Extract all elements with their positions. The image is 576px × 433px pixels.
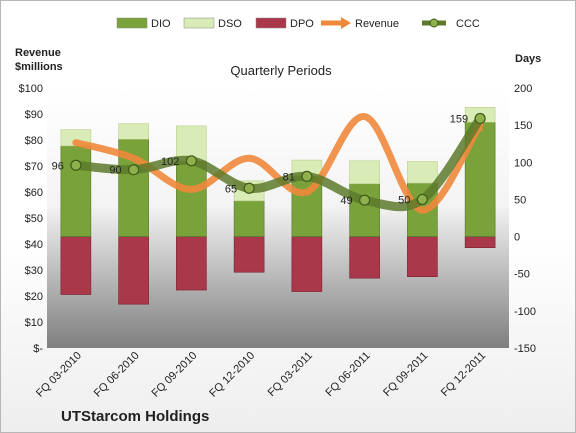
right-tick-label: -150 [514, 343, 536, 355]
plot-area [47, 88, 509, 348]
legend: DIO DSO DPO Revenue CCC [116, 17, 480, 30]
dpo-bar [233, 236, 265, 273]
right-tick-label: -100 [514, 306, 536, 318]
chart-subtitle: Quarterly Periods [230, 63, 332, 78]
left-tick-label: $30 [25, 265, 43, 277]
ccc-data-label: 90 [109, 165, 121, 177]
ccc-data-label: 159 [450, 113, 468, 125]
x-tick-label: FQ 03-2010 [34, 350, 84, 400]
ccc-point [243, 182, 255, 194]
legend-revenue-label: Revenue [355, 18, 399, 30]
ccc-point [185, 155, 197, 167]
left-tick-label: $60 [25, 187, 43, 199]
dio-bar [60, 145, 92, 237]
ccc-point [70, 159, 82, 171]
legend-dio-label: DIO [151, 18, 171, 30]
ccc-point [359, 194, 371, 206]
left-tick-label: $20 [25, 291, 43, 303]
x-tick-label: FQ 06-2011 [323, 350, 372, 399]
left-tick-label: $70 [25, 161, 43, 173]
dso-bar [349, 160, 380, 185]
x-tick-label: FQ 09-2010 [150, 350, 200, 400]
left-axis-label-line2: $millions [15, 61, 63, 73]
x-tick-label: FQ 03-2011 [266, 350, 315, 399]
legend-dso-swatch [183, 17, 215, 29]
ccc-data-label: 102 [161, 156, 179, 168]
legend-revenue-arrow [341, 17, 351, 29]
dpo-bar [60, 236, 92, 295]
left-tick-label: $40 [25, 239, 43, 251]
ccc-data-label: 65 [225, 183, 237, 195]
dpo-bar [464, 236, 496, 249]
ccc-point [128, 164, 140, 176]
dpo-bar [407, 236, 438, 277]
dio-bar [233, 200, 265, 237]
x-tick-label: FQ 12-2010 [207, 350, 257, 400]
left-tick-label: $90 [25, 109, 43, 121]
left-tick-label: $- [33, 343, 43, 355]
legend-ccc-marker [429, 18, 439, 28]
bar-series [60, 107, 496, 305]
left-axis-ticks: $- $10 $20 $30 $40 $50 $60 $70 $80 $90 $100 [19, 83, 44, 355]
dio-bar [176, 160, 207, 237]
line-series: 96 90 102 65 81 49 50 159 [52, 112, 486, 214]
x-axis-labels: FQ 03-2010 FQ 06-2010 FQ 09-2010 FQ 12-2010… [34, 350, 488, 400]
ccc-data-label: 49 [340, 195, 352, 207]
right-tick-label: 100 [514, 157, 532, 169]
dpo-bar [176, 236, 207, 291]
legend-ccc-label: CCC [456, 18, 480, 30]
legend-dio-swatch [116, 17, 148, 29]
right-tick-label: 0 [514, 232, 520, 244]
dpo-bar [291, 236, 323, 292]
ccc-point [416, 193, 428, 206]
dso-bar [176, 125, 207, 162]
x-tick-label: FQ 12-2011 [439, 350, 488, 399]
left-tick-label: $50 [25, 213, 43, 225]
dio-bar [349, 183, 380, 237]
ccc-data-label: 81 [283, 171, 295, 183]
dpo-bar [118, 236, 149, 305]
right-axis-label: Days [515, 53, 541, 65]
right-tick-label: -50 [514, 269, 530, 281]
dso-bar [407, 161, 438, 184]
right-tick-label: 150 [514, 120, 532, 132]
legend-dso-label: DSO [218, 18, 242, 30]
left-tick-label: $100 [19, 83, 43, 95]
dpo-bar [349, 236, 380, 279]
ccc-point [474, 112, 486, 125]
ccc-point [301, 170, 313, 182]
left-tick-label: $10 [25, 317, 43, 329]
ccc-data-label: 50 [398, 194, 410, 206]
legend-dpo-label: DPO [290, 18, 314, 30]
ccc-data-label: 96 [52, 160, 64, 172]
x-tick-label: FQ 06-2010 [92, 350, 142, 400]
x-tick-label: FQ 09-2011 [381, 350, 430, 399]
company-title: UTStarcom Holdings [61, 408, 209, 425]
right-tick-label: 200 [514, 83, 532, 95]
legend-dpo-swatch [255, 17, 287, 29]
left-axis-label-line1: Revenue [15, 47, 61, 59]
right-axis-ticks: -150 -100 -50 0 50 100 150 200 [514, 83, 536, 355]
right-tick-label: 50 [514, 194, 526, 206]
left-tick-label: $80 [25, 135, 43, 147]
dso-bar [118, 123, 149, 140]
